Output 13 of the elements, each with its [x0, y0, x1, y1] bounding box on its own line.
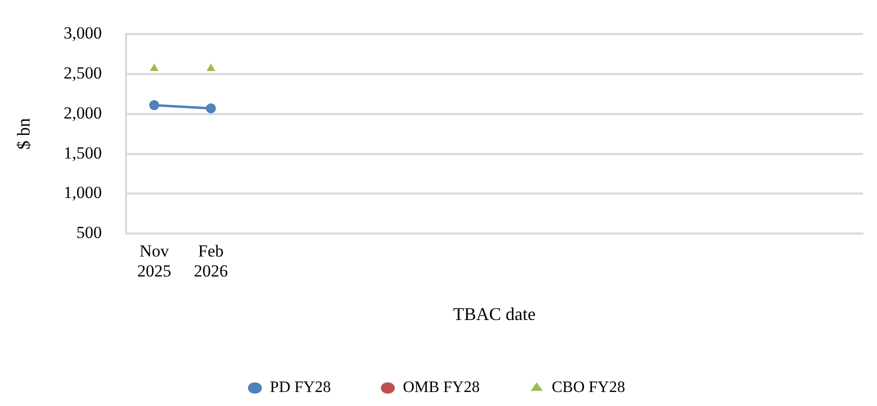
y-tick-label: 500: [76, 223, 102, 242]
y-tick-label: 1,500: [64, 143, 102, 162]
y-tick-label: 1,000: [64, 183, 102, 202]
x-tick-label: Nov 2025: [137, 241, 172, 281]
y-tick-label: 2,000: [64, 103, 102, 122]
x-tick-label: Feb 2026: [194, 241, 228, 281]
y-tick-label: 2,500: [64, 64, 102, 83]
legend-label: OMB FY28: [402, 379, 480, 396]
y-tick-label: 3,000: [64, 24, 102, 43]
y-axis-title: $ bn: [14, 118, 34, 150]
x-axis-title: TBAC date: [453, 304, 536, 324]
legend-label: CBO FY28: [552, 379, 626, 396]
legend-label: PD FY28: [270, 379, 331, 396]
